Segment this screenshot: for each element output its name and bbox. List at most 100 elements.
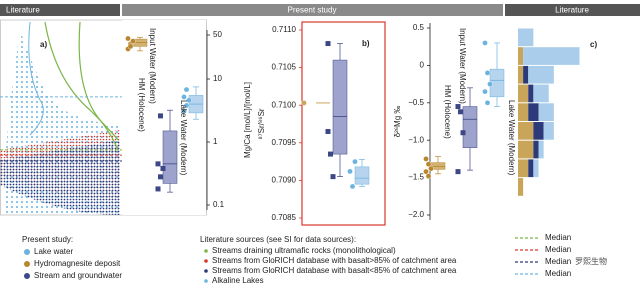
- y-tick-label: −2.0: [408, 210, 424, 219]
- banner-text: Present study: [288, 6, 337, 15]
- data-point: [425, 161, 432, 167]
- data-point: [301, 100, 307, 106]
- series-label: Input Water (Modern): [148, 28, 157, 104]
- data-point: [487, 81, 493, 87]
- data-point: [127, 43, 134, 50]
- data-point: [183, 102, 190, 109]
- histogram-bar: [528, 103, 539, 121]
- data-point: [425, 173, 432, 179]
- histogram-bar: [533, 84, 549, 103]
- legend-swatch: [24, 273, 30, 279]
- literature-outline: [78, 21, 119, 151]
- series-label: HM (Holocene): [137, 78, 146, 132]
- y-tick-label: 1: [213, 137, 218, 146]
- data-point: [328, 151, 333, 157]
- legend-label: Median: [545, 233, 571, 242]
- histogram-bar: [518, 28, 534, 47]
- data-point: [181, 94, 187, 100]
- literature-cloud: [0, 140, 120, 215]
- legend-swatch: [24, 249, 30, 255]
- legend-swatch: [24, 261, 30, 267]
- data-point: [482, 40, 488, 46]
- y-tick-label: 0.7090: [272, 176, 297, 185]
- box: [462, 106, 478, 148]
- y-tick-label: 0.7105: [272, 63, 297, 72]
- data-point: [130, 38, 136, 44]
- legend-label: Lake water: [34, 247, 73, 256]
- banner-center: [122, 4, 503, 16]
- histogram-bar: [533, 140, 539, 159]
- histogram-bar: [518, 47, 524, 65]
- histogram-bar: [518, 103, 529, 121]
- data-point: [181, 108, 187, 114]
- data-point: [155, 161, 161, 167]
- data-point: [482, 88, 488, 95]
- data-point: [458, 109, 463, 115]
- series-label: Lake Water (Modern): [179, 100, 188, 176]
- legend-swatch: [204, 259, 208, 263]
- data-point: [349, 183, 356, 190]
- legend-label: Streams from GloRICH database with basal…: [212, 266, 457, 275]
- histogram-bar: [528, 65, 554, 84]
- histogram-bar: [528, 84, 534, 103]
- histogram-bar: [518, 84, 529, 103]
- data-point: [160, 165, 166, 171]
- histogram-bar: [528, 159, 534, 178]
- y-tick-label: 50: [213, 30, 222, 39]
- y-tick-label: 0.7110: [272, 25, 296, 34]
- y-axis-label: δ²⁶Mg ‰: [393, 106, 402, 138]
- legend-label: Stream and groundwater: [34, 271, 122, 280]
- y-tick-label: 0.1: [213, 200, 225, 209]
- banner-left: [0, 4, 120, 16]
- data-point: [423, 168, 429, 175]
- panel-label: b): [362, 39, 370, 48]
- histogram-bar: [518, 178, 524, 196]
- legend-label: Streams from GloRICH database with basal…: [212, 256, 457, 265]
- legend-title: Literature sources (see SI for data sour…: [200, 235, 356, 244]
- legend-label: Median: [545, 245, 571, 254]
- data-point: [183, 86, 190, 93]
- histogram-bar: [543, 122, 554, 140]
- data-point: [186, 97, 192, 104]
- box: [162, 130, 178, 184]
- legend-title: Present study:: [22, 235, 73, 244]
- data-point: [347, 168, 353, 175]
- legend-label: Median: [545, 257, 571, 266]
- data-point: [455, 104, 461, 110]
- histogram-bar: [523, 47, 580, 65]
- legend-swatch: [204, 249, 208, 253]
- data-point: [484, 70, 491, 76]
- legend-label: Streams draining ultramafic rocks (monol…: [212, 246, 396, 255]
- data-point: [155, 186, 161, 192]
- data-point: [484, 100, 491, 106]
- data-point: [423, 156, 429, 162]
- data-point: [158, 174, 163, 180]
- y-tick-label: 0: [420, 61, 425, 70]
- y-tick-label: 0.5: [413, 23, 425, 32]
- histogram-bar: [538, 140, 544, 159]
- histogram-bar: [518, 122, 534, 140]
- y-tick-label: 0.7100: [272, 100, 297, 109]
- histogram-bar: [533, 122, 544, 140]
- data-point: [158, 113, 163, 119]
- data-point: [330, 174, 336, 180]
- data-point: [428, 165, 434, 172]
- literature-outline: [44, 21, 119, 141]
- watermark: 罗熙生物: [575, 256, 607, 266]
- data-point: [352, 158, 358, 165]
- data-point: [325, 41, 331, 47]
- banner-text: Literature: [6, 6, 40, 15]
- legend-label: Median: [545, 269, 571, 278]
- legend-swatch: [204, 279, 208, 283]
- histogram-bar: [518, 159, 529, 178]
- y-axis-label: ⁸⁷Sr/⁸⁶Sr: [257, 108, 266, 139]
- histogram-bar: [533, 159, 539, 178]
- legend-label: Alkaline Lakes: [212, 276, 264, 285]
- histogram-bar: [538, 103, 554, 121]
- data-point: [125, 35, 131, 42]
- legend-label: Hydromagnesite deposit: [34, 259, 121, 268]
- series-label: Input Water (Modern): [458, 28, 467, 104]
- series-label: HM (Holocene): [443, 85, 452, 139]
- data-point: [460, 130, 466, 136]
